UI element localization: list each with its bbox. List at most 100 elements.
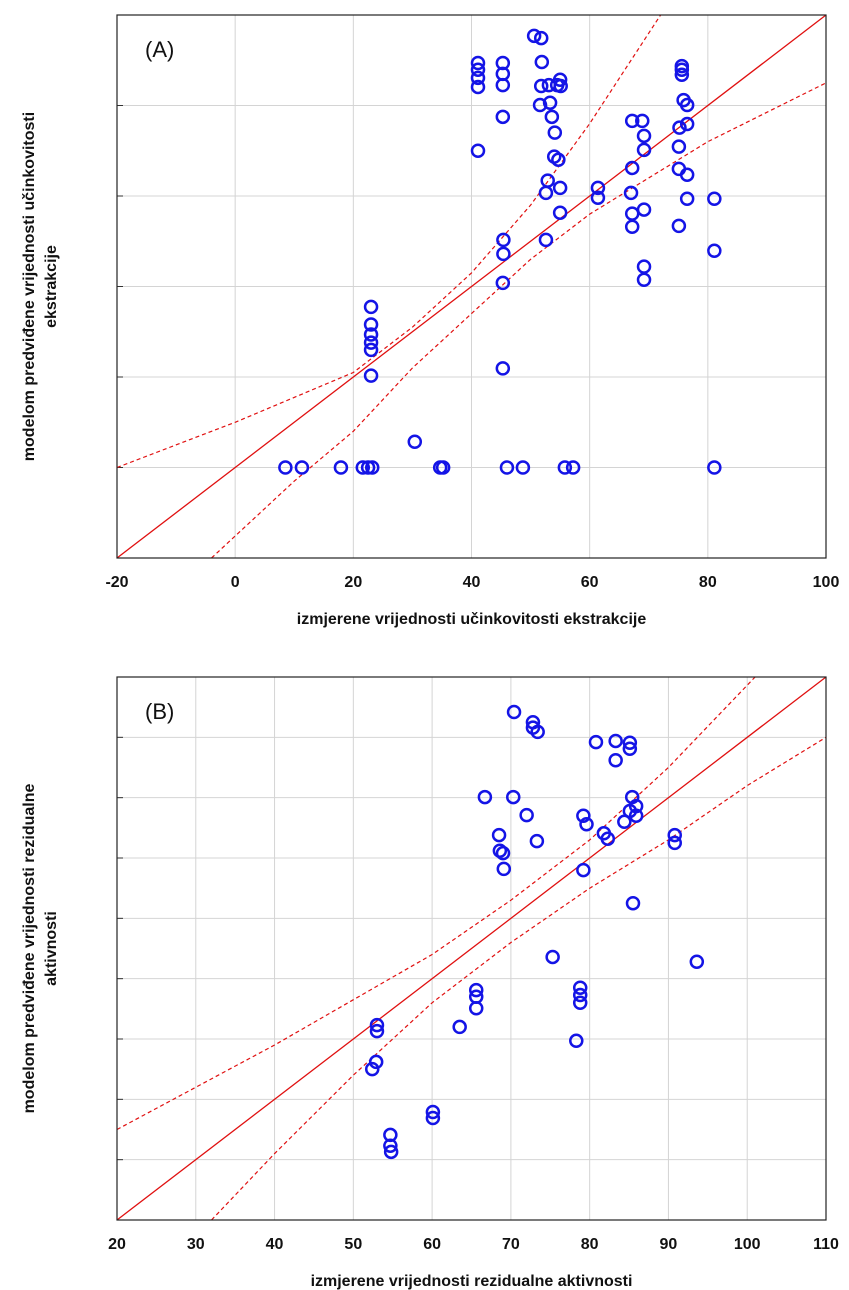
x-axis-label: izmjerene vrijednosti rezidualne aktivno… xyxy=(311,1273,633,1290)
data-point xyxy=(495,109,511,125)
data-point xyxy=(679,167,695,182)
data-point xyxy=(515,460,531,475)
data-point xyxy=(470,143,486,158)
data-point xyxy=(590,190,606,206)
confidence-band xyxy=(116,676,756,1131)
data-point xyxy=(624,219,640,235)
data-point xyxy=(526,28,542,44)
data-point xyxy=(635,113,650,129)
data-point xyxy=(496,861,512,877)
data-point xyxy=(363,299,379,315)
data-point xyxy=(477,789,493,805)
data-point xyxy=(368,1054,384,1070)
data-point xyxy=(369,1023,385,1039)
x-tick-label: 110 xyxy=(813,1236,839,1253)
data-point xyxy=(572,980,588,995)
data-point xyxy=(468,982,484,998)
data-point xyxy=(425,1104,441,1120)
data-point xyxy=(470,70,486,86)
data-point xyxy=(538,185,554,201)
data-point xyxy=(363,327,379,342)
data-point xyxy=(572,987,588,1003)
data-point xyxy=(545,949,560,965)
x-tick-label: 60 xyxy=(581,574,599,591)
x-tick-label: 80 xyxy=(699,574,717,591)
data-point xyxy=(576,862,591,878)
x-tick-label: 50 xyxy=(344,1236,362,1253)
data-point xyxy=(667,835,682,851)
data-point xyxy=(538,232,554,248)
data-point xyxy=(506,789,521,805)
x-tick-label: 70 xyxy=(502,1236,520,1253)
data-point xyxy=(495,55,511,71)
data-point xyxy=(625,896,641,911)
data-point xyxy=(622,741,638,757)
data-point xyxy=(674,62,690,78)
data-point xyxy=(636,272,652,287)
data-point xyxy=(470,79,486,95)
data-point xyxy=(623,185,639,201)
data-point xyxy=(542,95,558,111)
data-point xyxy=(636,142,652,158)
x-tick-label: 100 xyxy=(734,1236,761,1253)
data-point xyxy=(674,67,690,82)
data-point xyxy=(707,191,722,206)
data-point xyxy=(369,1017,385,1033)
data-point xyxy=(470,55,486,71)
data-point xyxy=(452,1019,467,1035)
x-tick-label: -20 xyxy=(105,574,128,591)
data-point xyxy=(552,180,568,196)
data-point xyxy=(552,72,568,87)
data-point xyxy=(360,460,376,475)
y-axis-label: modelom predviđene vrijednosti rezidualn… xyxy=(21,783,38,1113)
data-point xyxy=(533,78,549,94)
data-point xyxy=(532,97,548,113)
data-point xyxy=(496,232,511,248)
y-axis-label: ekstrakcije xyxy=(43,245,60,328)
x-tick-label: 40 xyxy=(463,574,481,591)
data-point xyxy=(407,434,423,449)
panel-label: (A) xyxy=(145,37,174,62)
data-point xyxy=(672,120,687,135)
data-point xyxy=(600,831,616,846)
data-point xyxy=(495,845,511,861)
data-point xyxy=(552,205,568,220)
data-point xyxy=(363,342,379,358)
plot-frame xyxy=(116,14,827,559)
data-point xyxy=(624,113,640,129)
data-point xyxy=(707,460,722,475)
data-point xyxy=(622,735,638,751)
data-point xyxy=(579,816,594,832)
data-point xyxy=(499,460,515,475)
confidence-band xyxy=(116,14,662,469)
x-axis-label: izmjerene vrijednosti učinkovitosti ekst… xyxy=(297,611,647,628)
data-point xyxy=(551,152,566,168)
x-tick-label: 20 xyxy=(108,1236,126,1253)
x-tick-label: 90 xyxy=(660,1236,678,1253)
data-point xyxy=(590,180,606,196)
data-point xyxy=(363,335,379,350)
data-point xyxy=(533,30,549,46)
x-tick-label: 80 xyxy=(581,1236,599,1253)
data-point xyxy=(628,798,644,814)
data-point xyxy=(608,753,623,768)
data-point xyxy=(425,1110,441,1126)
data-point xyxy=(636,202,652,217)
data-point xyxy=(689,954,705,970)
identity-line xyxy=(116,14,827,559)
data-point xyxy=(553,78,568,94)
x-tick-label: 60 xyxy=(423,1236,441,1253)
x-tick-label: 100 xyxy=(813,574,840,591)
data-point xyxy=(679,116,695,132)
data-point xyxy=(383,1144,399,1160)
data-point xyxy=(364,460,380,475)
data-point xyxy=(628,808,644,824)
data-point xyxy=(435,460,451,475)
plot-frame xyxy=(116,676,827,1221)
data-point xyxy=(355,460,371,475)
data-point xyxy=(294,460,310,475)
data-point xyxy=(636,128,652,144)
data-point xyxy=(496,246,511,262)
data-point xyxy=(470,62,486,78)
